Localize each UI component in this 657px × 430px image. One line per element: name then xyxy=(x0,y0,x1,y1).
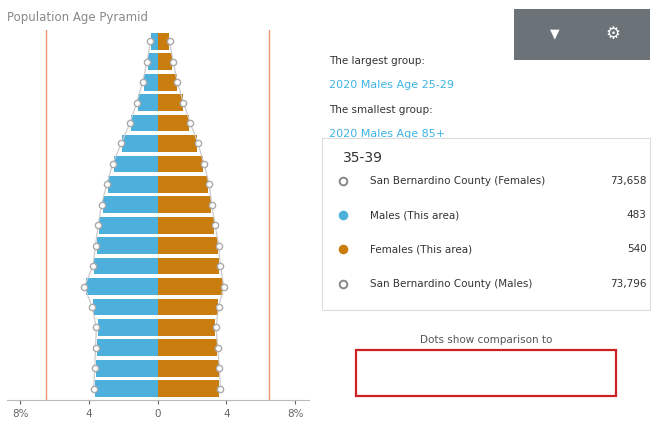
Bar xyxy=(93,298,158,315)
Text: Females (This area): Females (This area) xyxy=(370,244,472,255)
Bar xyxy=(158,156,203,172)
Bar xyxy=(158,115,189,132)
Bar xyxy=(158,33,169,50)
Bar xyxy=(138,94,158,111)
Bar xyxy=(122,135,158,152)
Text: 73,796: 73,796 xyxy=(610,279,646,289)
Text: The smallest group:: The smallest group: xyxy=(329,105,433,115)
Text: ▼: ▼ xyxy=(606,369,612,377)
Bar xyxy=(97,237,158,254)
FancyBboxPatch shape xyxy=(322,138,650,310)
Bar xyxy=(158,176,208,193)
Bar xyxy=(158,360,219,377)
Bar xyxy=(114,156,158,172)
Bar xyxy=(148,53,158,70)
Bar xyxy=(158,74,177,91)
Text: The largest group:: The largest group: xyxy=(329,56,425,66)
Text: 2020 Males Age 25-29: 2020 Males Age 25-29 xyxy=(329,80,454,89)
Text: San Bernardino County (Females): San Bernardino County (Females) xyxy=(370,175,545,186)
Text: San Bernardino County (Males): San Bernardino County (Males) xyxy=(370,279,532,289)
Bar xyxy=(144,74,158,91)
Bar xyxy=(158,94,183,111)
Bar xyxy=(158,258,219,274)
Bar xyxy=(96,360,158,377)
Text: Dots show comparison to: Dots show comparison to xyxy=(420,335,553,345)
Bar xyxy=(158,217,214,233)
Text: Males (This area): Males (This area) xyxy=(370,210,459,220)
Bar xyxy=(151,33,158,50)
Bar xyxy=(95,380,158,397)
FancyBboxPatch shape xyxy=(514,9,650,60)
Text: ⚙: ⚙ xyxy=(605,25,620,43)
Text: 540: 540 xyxy=(627,244,646,255)
Text: San Bernardino County: San Bernardino County xyxy=(412,368,533,378)
Bar xyxy=(158,339,217,356)
Bar xyxy=(97,339,158,356)
Bar xyxy=(98,319,158,336)
Bar xyxy=(158,197,211,213)
Text: ▼: ▼ xyxy=(550,28,559,41)
Bar xyxy=(158,298,217,315)
FancyBboxPatch shape xyxy=(356,350,616,396)
Bar xyxy=(131,115,158,132)
Text: 483: 483 xyxy=(627,210,646,220)
Bar xyxy=(158,135,197,152)
Bar xyxy=(158,380,219,397)
Bar xyxy=(102,197,158,213)
Bar xyxy=(99,217,158,233)
Bar xyxy=(158,319,215,336)
Bar xyxy=(158,53,172,70)
Bar xyxy=(94,258,158,274)
Text: 35-39: 35-39 xyxy=(343,150,382,165)
Text: 73,658: 73,658 xyxy=(610,175,646,186)
Bar xyxy=(158,237,217,254)
Text: Population Age Pyramid: Population Age Pyramid xyxy=(7,11,148,24)
Bar xyxy=(108,176,158,193)
Bar xyxy=(85,278,158,295)
Bar xyxy=(158,278,223,295)
Text: 2020 Males Age 85+: 2020 Males Age 85+ xyxy=(329,129,445,139)
